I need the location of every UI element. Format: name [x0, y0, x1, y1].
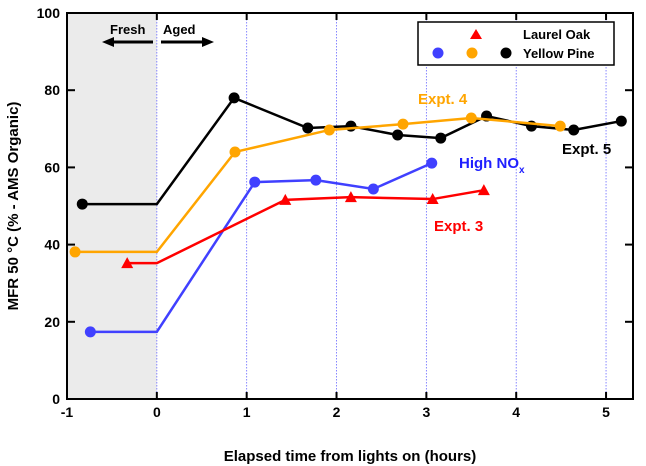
legend: Laurel Oak Yellow Pine	[417, 21, 615, 66]
series-label-expt5: Expt. 5	[562, 141, 611, 158]
data-point	[121, 257, 134, 269]
series-label-expt4: Expt. 4	[418, 91, 468, 108]
data-point	[279, 193, 292, 205]
series-2	[84, 157, 438, 338]
y-tick-label: 0	[52, 391, 60, 407]
series-line	[90, 162, 433, 334]
y-tick-label: 60	[44, 159, 60, 175]
data-point	[344, 191, 357, 203]
data-point	[435, 132, 447, 144]
data-point	[345, 120, 357, 132]
data-point	[615, 115, 627, 127]
data-point	[69, 246, 81, 258]
x-tick-label: 1	[243, 404, 251, 420]
fresh-label: Fresh	[110, 22, 145, 37]
series-group	[69, 92, 627, 338]
data-point	[229, 146, 241, 158]
legend-marker-black	[500, 47, 512, 59]
data-point	[554, 120, 566, 132]
y-tick-label: 80	[44, 82, 60, 98]
plot-frame	[66, 12, 634, 400]
data-point	[465, 112, 477, 124]
x-tick-label: 0	[153, 404, 161, 420]
legend-marker-blue	[432, 47, 444, 59]
x-tick-label: 2	[333, 404, 341, 420]
data-point	[426, 193, 439, 205]
legend-marker-laurel-oak	[470, 29, 482, 39]
data-point	[84, 326, 96, 338]
series-label-expt3: Expt. 3	[434, 218, 483, 235]
y-tick-label: 20	[44, 314, 60, 330]
data-point	[76, 198, 88, 210]
series-label-high-nox: High NOx	[459, 155, 525, 176]
aged-arrow	[161, 37, 214, 47]
data-point	[367, 183, 379, 195]
x-tick-label: 4	[512, 404, 520, 420]
data-point	[426, 157, 438, 169]
y-tick-label: 40	[44, 237, 60, 253]
x-axis-label: Elapsed time from lights on (hours)	[224, 448, 477, 465]
data-point	[310, 174, 322, 186]
data-point	[323, 124, 335, 136]
aged-label: Aged	[163, 22, 196, 37]
data-point	[228, 92, 240, 104]
series-line	[127, 188, 485, 265]
series-line	[82, 96, 622, 206]
legend-label-laurel-oak: Laurel Oak	[523, 27, 591, 42]
legend-label-yellow-pine: Yellow Pine	[523, 46, 595, 61]
x-tick-label: 5	[602, 404, 610, 420]
data-point	[392, 129, 404, 141]
data-point	[568, 124, 580, 136]
y-tick-label: 100	[37, 5, 61, 21]
data-point	[477, 184, 490, 196]
series-1	[69, 112, 566, 258]
legend-marker-orange	[466, 47, 478, 59]
grid	[156, 13, 607, 399]
data-point	[249, 176, 261, 188]
series-0	[76, 92, 627, 210]
series-3	[121, 184, 490, 269]
y-axis-label: MFR 50 °C (% - AMS Organic)	[5, 102, 22, 311]
data-point	[302, 122, 314, 134]
x-tick-label: -1	[61, 404, 74, 420]
x-tick-label: 3	[422, 404, 430, 420]
data-point	[397, 118, 409, 130]
fresh-arrow	[102, 37, 153, 47]
